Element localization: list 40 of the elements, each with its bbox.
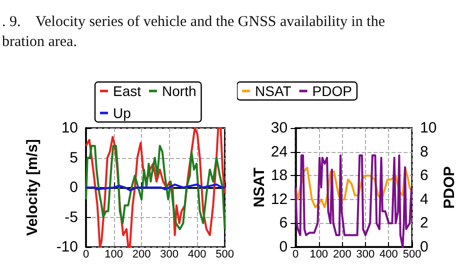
y-axis-title: Velocity [m/s] (24, 139, 41, 236)
y2-tick-label: 2 (420, 214, 428, 232)
legend-label: North (162, 83, 196, 99)
x-tick-label: 200 (332, 248, 352, 260)
y2-tick-label: 8 (420, 143, 428, 160)
y-tick-label: -10 (56, 238, 78, 256)
y-tick-label: -5 (64, 208, 78, 226)
x-tick-label: 400 (188, 248, 206, 260)
text: . 9. Velocity series of vehicle and the GNSS availability in the (2, 14, 385, 31)
y-tick-label: 24 (270, 143, 288, 160)
line-series (294, 166, 413, 208)
line-series (85, 127, 226, 248)
line-series (85, 144, 226, 230)
x-tick-label: 500 (402, 248, 422, 260)
x-tick-label: 100 (310, 248, 328, 260)
legend-label: PDOP (312, 83, 352, 99)
x-tick-label: 400 (380, 248, 398, 260)
y-tick-label: 6 (279, 214, 288, 232)
legend-label: East (113, 83, 142, 99)
text: bration area. (2, 34, 77, 51)
y-tick-label: 10 (61, 120, 78, 136)
y-tick-label: 18 (270, 167, 288, 184)
y-axis-title: NSAT (251, 168, 268, 208)
legend-label: Up (113, 105, 132, 121)
x-tick-label: 300 (356, 248, 375, 260)
y-tick-label: 5 (70, 149, 78, 166)
y2-tick-label: 4 (420, 190, 428, 208)
x-tick-label: 500 (216, 248, 234, 260)
y-tick-label: 0 (70, 179, 78, 196)
y-tick-label: 12 (270, 190, 288, 208)
x-tick-label: 100 (104, 248, 123, 260)
x-tick-label: 0 (292, 248, 299, 260)
y2-axis-title: PDOP (441, 166, 458, 209)
y2-tick-label: 10 (420, 120, 437, 136)
legend-label: NSAT (255, 83, 292, 99)
y2-tick-label: 6 (420, 167, 428, 184)
x-tick-label: 0 (82, 248, 90, 260)
x-tick-label: 200 (132, 248, 151, 260)
y-tick-label: 30 (270, 120, 288, 136)
x-tick-label: 300 (160, 248, 178, 260)
